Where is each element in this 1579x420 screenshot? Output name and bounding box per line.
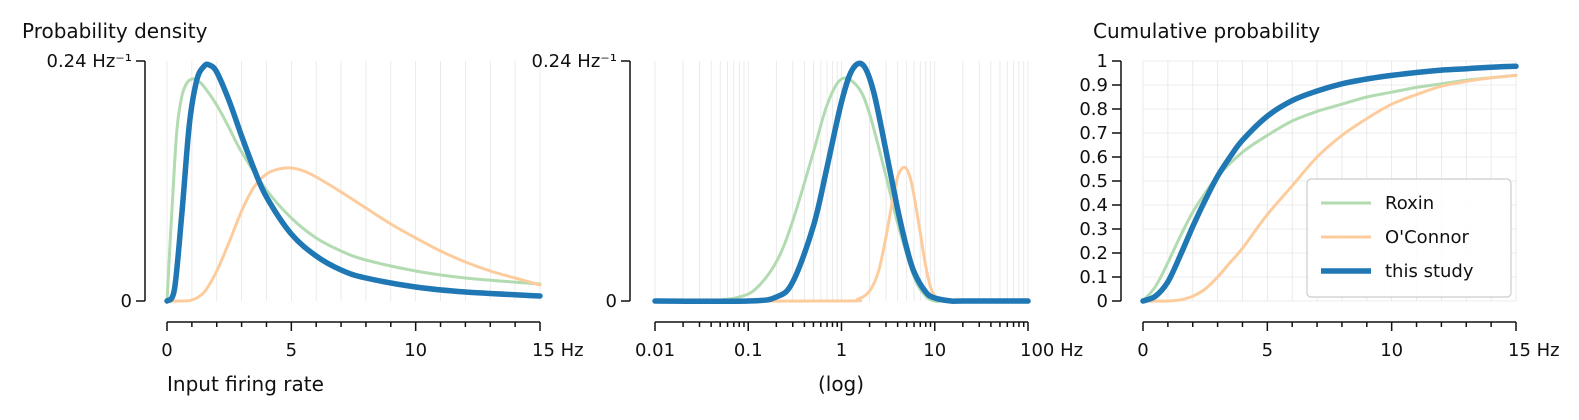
x-tick-label: 0 bbox=[161, 340, 172, 361]
legend-label: Roxin bbox=[1385, 193, 1434, 214]
series-line-this-study bbox=[652, 60, 1031, 305]
cdf-panel: 0 5 10 15 Hz 0 0.1 0.2 0.3 0.4 0.5 0.6 0.7 0.8 0.9 1 Cu… bbox=[1079, 19, 1559, 361]
series-line-this-study bbox=[1140, 63, 1519, 304]
x-tick-label: 1 bbox=[836, 340, 847, 361]
x-axis-label: (log) bbox=[818, 372, 864, 396]
series-line-roxin bbox=[165, 77, 542, 303]
grid bbox=[166, 61, 541, 301]
series-line-roxin bbox=[653, 76, 953, 303]
legend-box bbox=[1306, 178, 1512, 298]
y-tick-label: 0.7 bbox=[1079, 123, 1108, 144]
x-tick-label: 10 bbox=[1380, 340, 1403, 361]
y-tick-label: 0.24 Hz⁻¹ bbox=[47, 51, 133, 72]
y-tick-label: 0.3 bbox=[1079, 219, 1108, 240]
y-tick-label: 0.4 bbox=[1079, 195, 1108, 216]
y-axis-label: Cumulative probability bbox=[1093, 19, 1320, 43]
series-line-this-study bbox=[164, 61, 543, 304]
pdf-linear-panel: 0 5 10 15 Hz 0 0.24 Hz⁻¹ Probability density In… bbox=[22, 19, 584, 396]
x-tick-label: 15 Hz bbox=[532, 340, 584, 361]
y-tick-label: 0 bbox=[121, 291, 132, 312]
axes bbox=[1112, 60, 1517, 331]
x-tick-label: 5 bbox=[286, 340, 297, 361]
y-tick-label: 0.9 bbox=[1079, 75, 1108, 96]
axes bbox=[136, 60, 541, 331]
series-line-o-connor bbox=[165, 166, 542, 303]
x-tick-label: 10 bbox=[404, 340, 427, 361]
x-tick-label: 0.01 bbox=[635, 340, 675, 361]
y-tick-label: 0 bbox=[606, 291, 617, 312]
y-tick-label: 0.2 bbox=[1079, 243, 1108, 264]
y-tick-label: 0.5 bbox=[1079, 171, 1108, 192]
x-tick-label: 10 bbox=[923, 340, 946, 361]
y-tick-label: 0 bbox=[1097, 291, 1108, 312]
x-tick-label: 0 bbox=[1137, 340, 1148, 361]
series-line-o-connor bbox=[1141, 73, 1518, 303]
y-tick-label: 0.1 bbox=[1079, 267, 1108, 288]
x-axis-label: Input firing rate bbox=[167, 372, 324, 396]
series-line-roxin bbox=[1141, 73, 1518, 303]
x-tick-label: 100 Hz bbox=[1020, 340, 1083, 361]
x-tick-label: 5 bbox=[1262, 340, 1273, 361]
y-tick-label: 1 bbox=[1097, 51, 1108, 72]
x-tick-label: 0.1 bbox=[734, 340, 763, 361]
y-tick-label: 0.24 Hz⁻¹ bbox=[532, 51, 618, 72]
legend-label: this study bbox=[1385, 261, 1474, 282]
y-tick-label: 0.8 bbox=[1079, 99, 1108, 120]
y-axis-label: Probability density bbox=[22, 19, 208, 43]
legend: Roxin O'Connor this study bbox=[1306, 178, 1512, 298]
axes bbox=[621, 60, 1029, 331]
x-tick-label: 15 Hz bbox=[1508, 340, 1560, 361]
y-tick-label: 0.6 bbox=[1079, 147, 1108, 168]
legend-label: O'Connor bbox=[1385, 227, 1470, 248]
pdf-log-panel: 0.01 0.1 1 10 100 Hz 0 0.24 Hz⁻¹ (log) bbox=[532, 51, 1084, 396]
